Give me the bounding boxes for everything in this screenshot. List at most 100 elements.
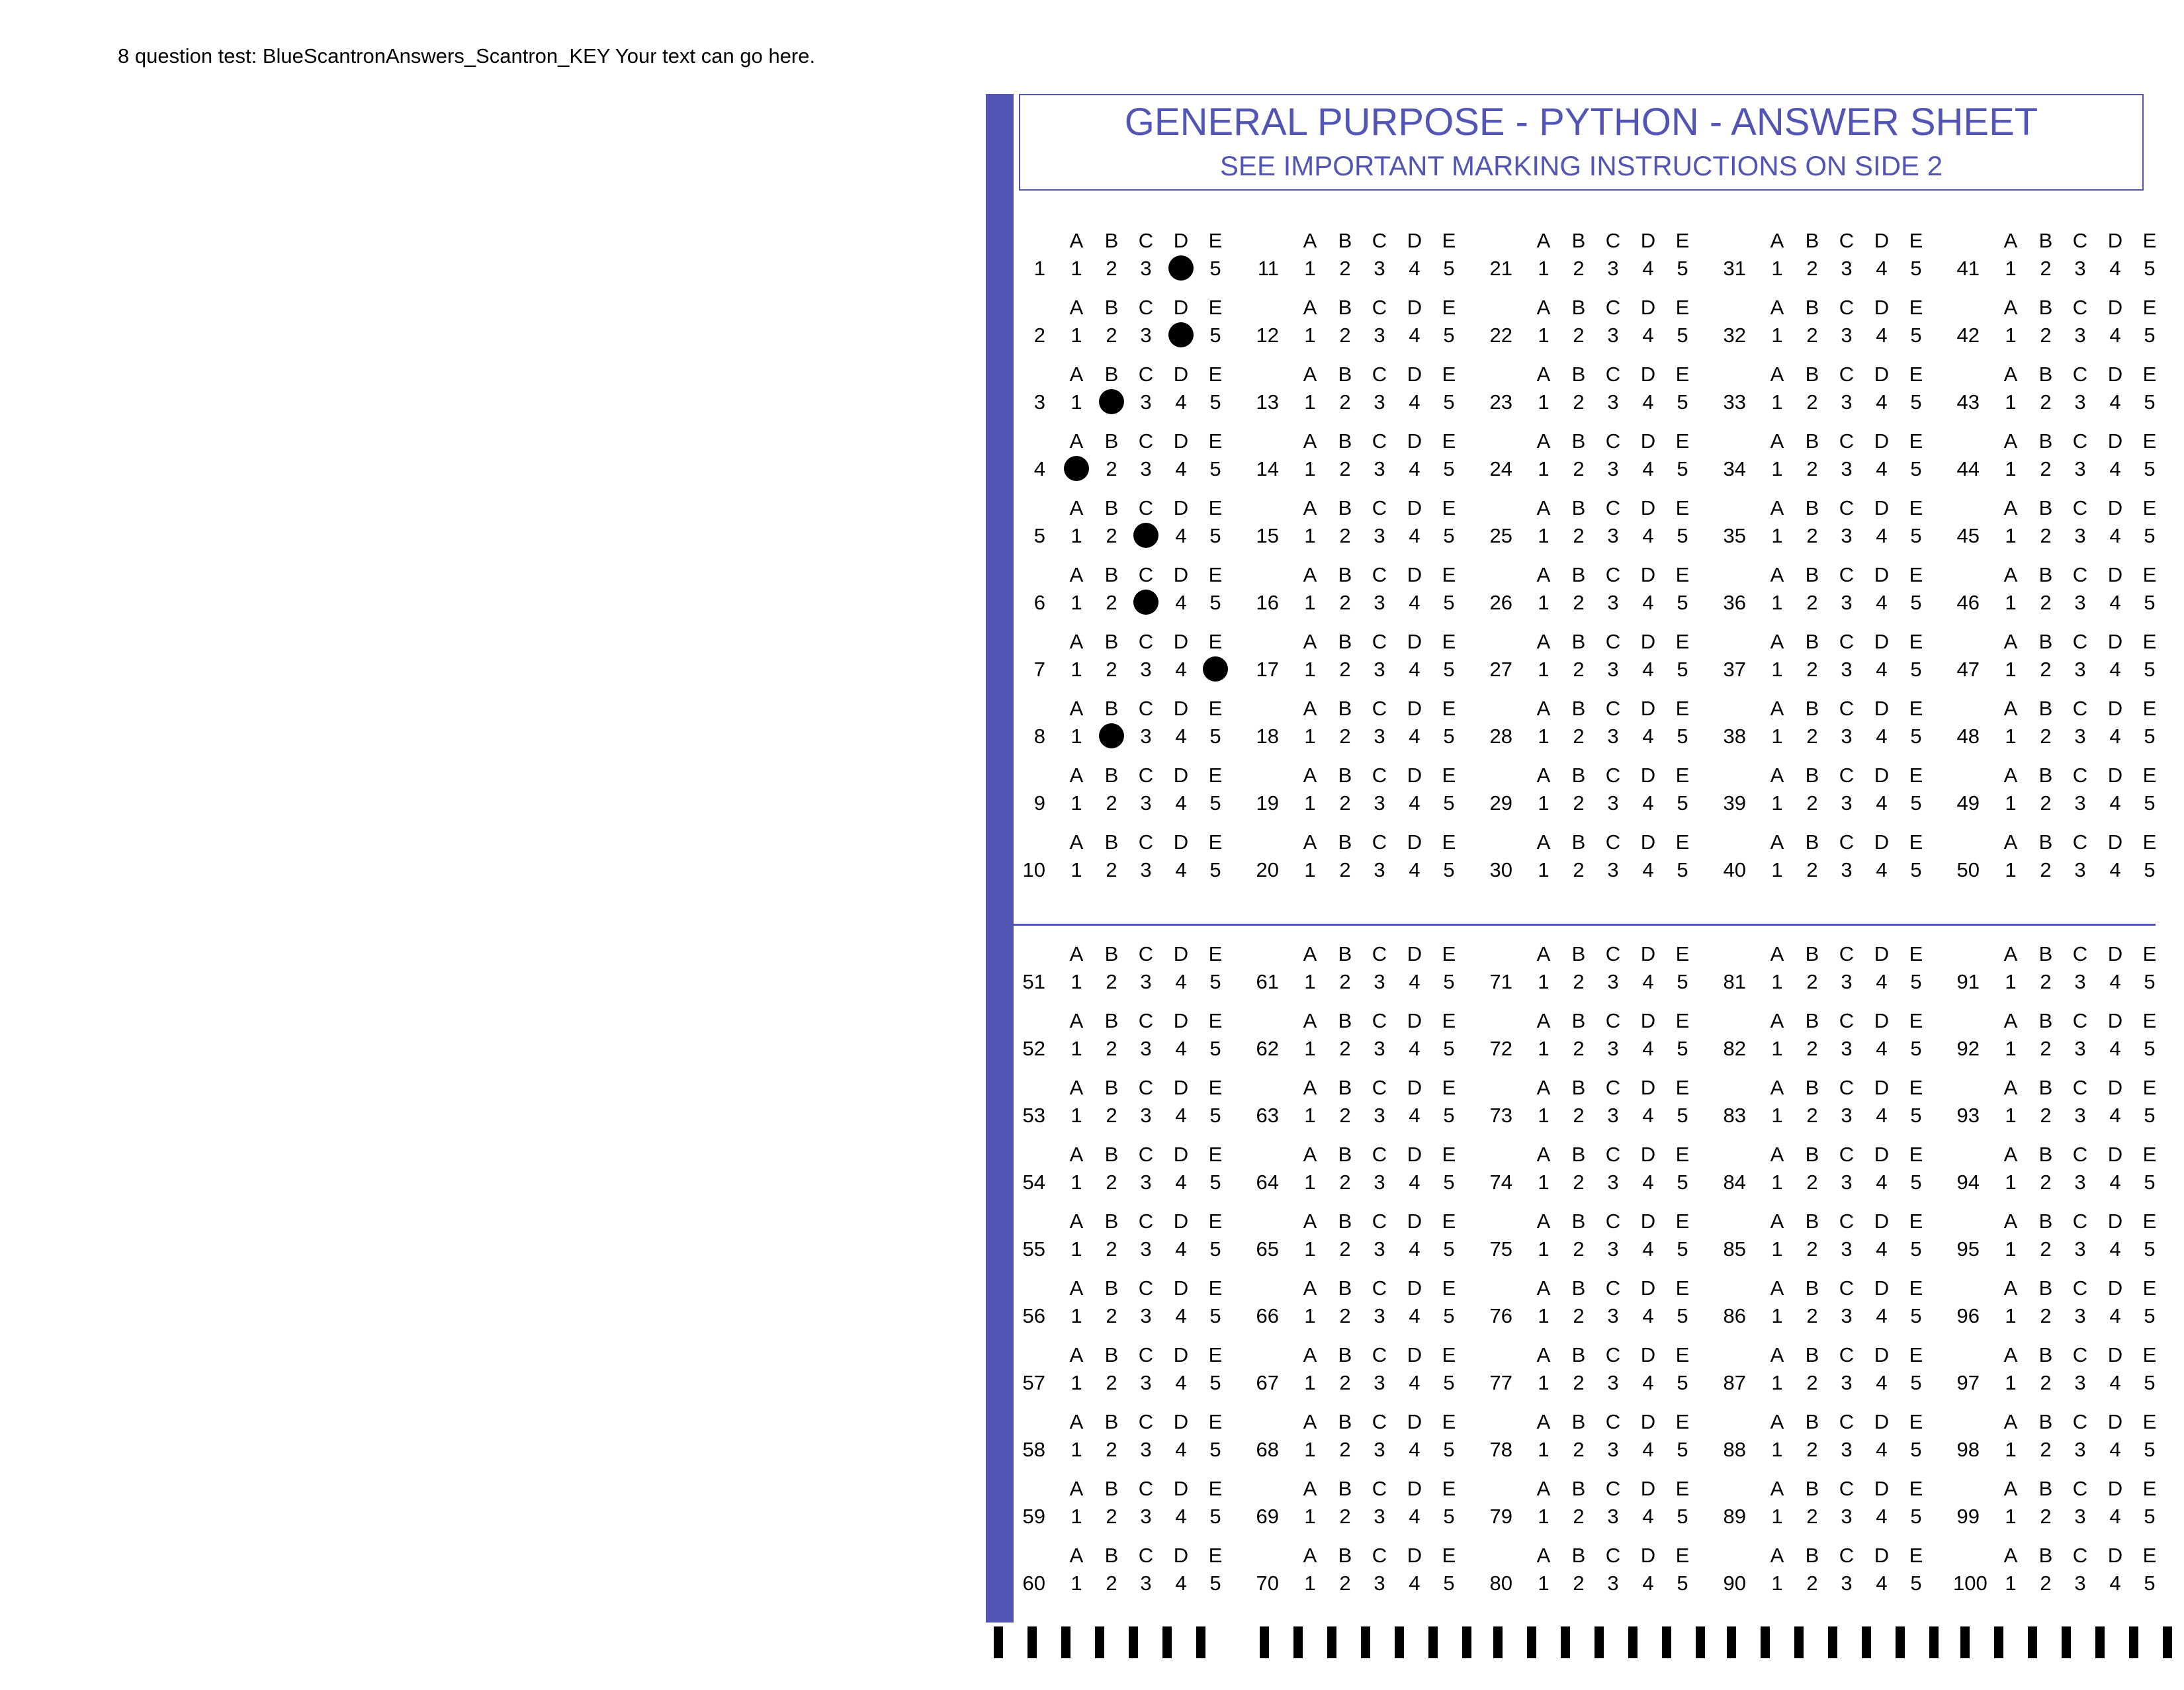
answer-bubble-d[interactable]: D — [1168, 292, 1194, 358]
